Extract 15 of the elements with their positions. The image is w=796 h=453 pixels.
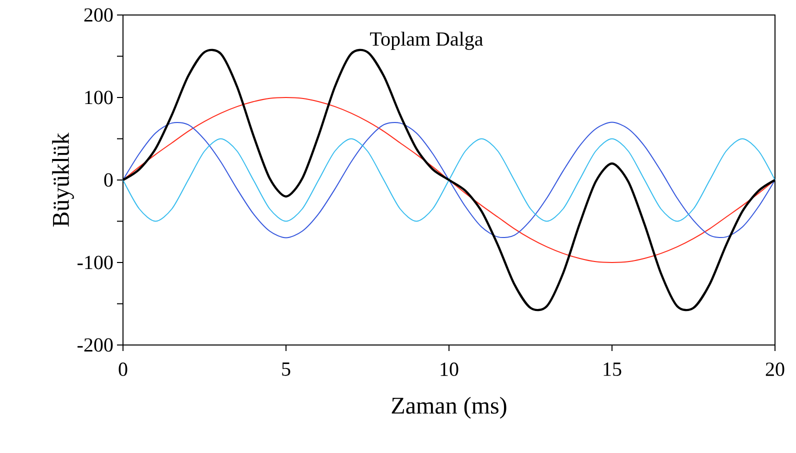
x-tick-label: 5 bbox=[282, 362, 290, 376]
y-tick-label: 100 bbox=[85, 90, 113, 104]
x-tick-label: 20 bbox=[766, 362, 784, 376]
x-tick-label: 10 bbox=[440, 362, 458, 376]
x-tick-label: 0 bbox=[118, 362, 128, 376]
x-tick-label: 15 bbox=[604, 362, 622, 376]
y-axis-title: Büyüklük bbox=[52, 132, 74, 227]
line-series bbox=[122, 138, 776, 222]
series-label: Toplam Dalga bbox=[370, 32, 483, 50]
x-axis-title: Zaman (ms) bbox=[392, 396, 506, 419]
y-tick-label: -100 bbox=[78, 256, 113, 270]
line-series bbox=[122, 122, 776, 238]
y-tick-label: -200 bbox=[78, 338, 113, 352]
y-tick-label: 200 bbox=[84, 8, 113, 22]
y-tick-label: 0 bbox=[104, 173, 113, 187]
